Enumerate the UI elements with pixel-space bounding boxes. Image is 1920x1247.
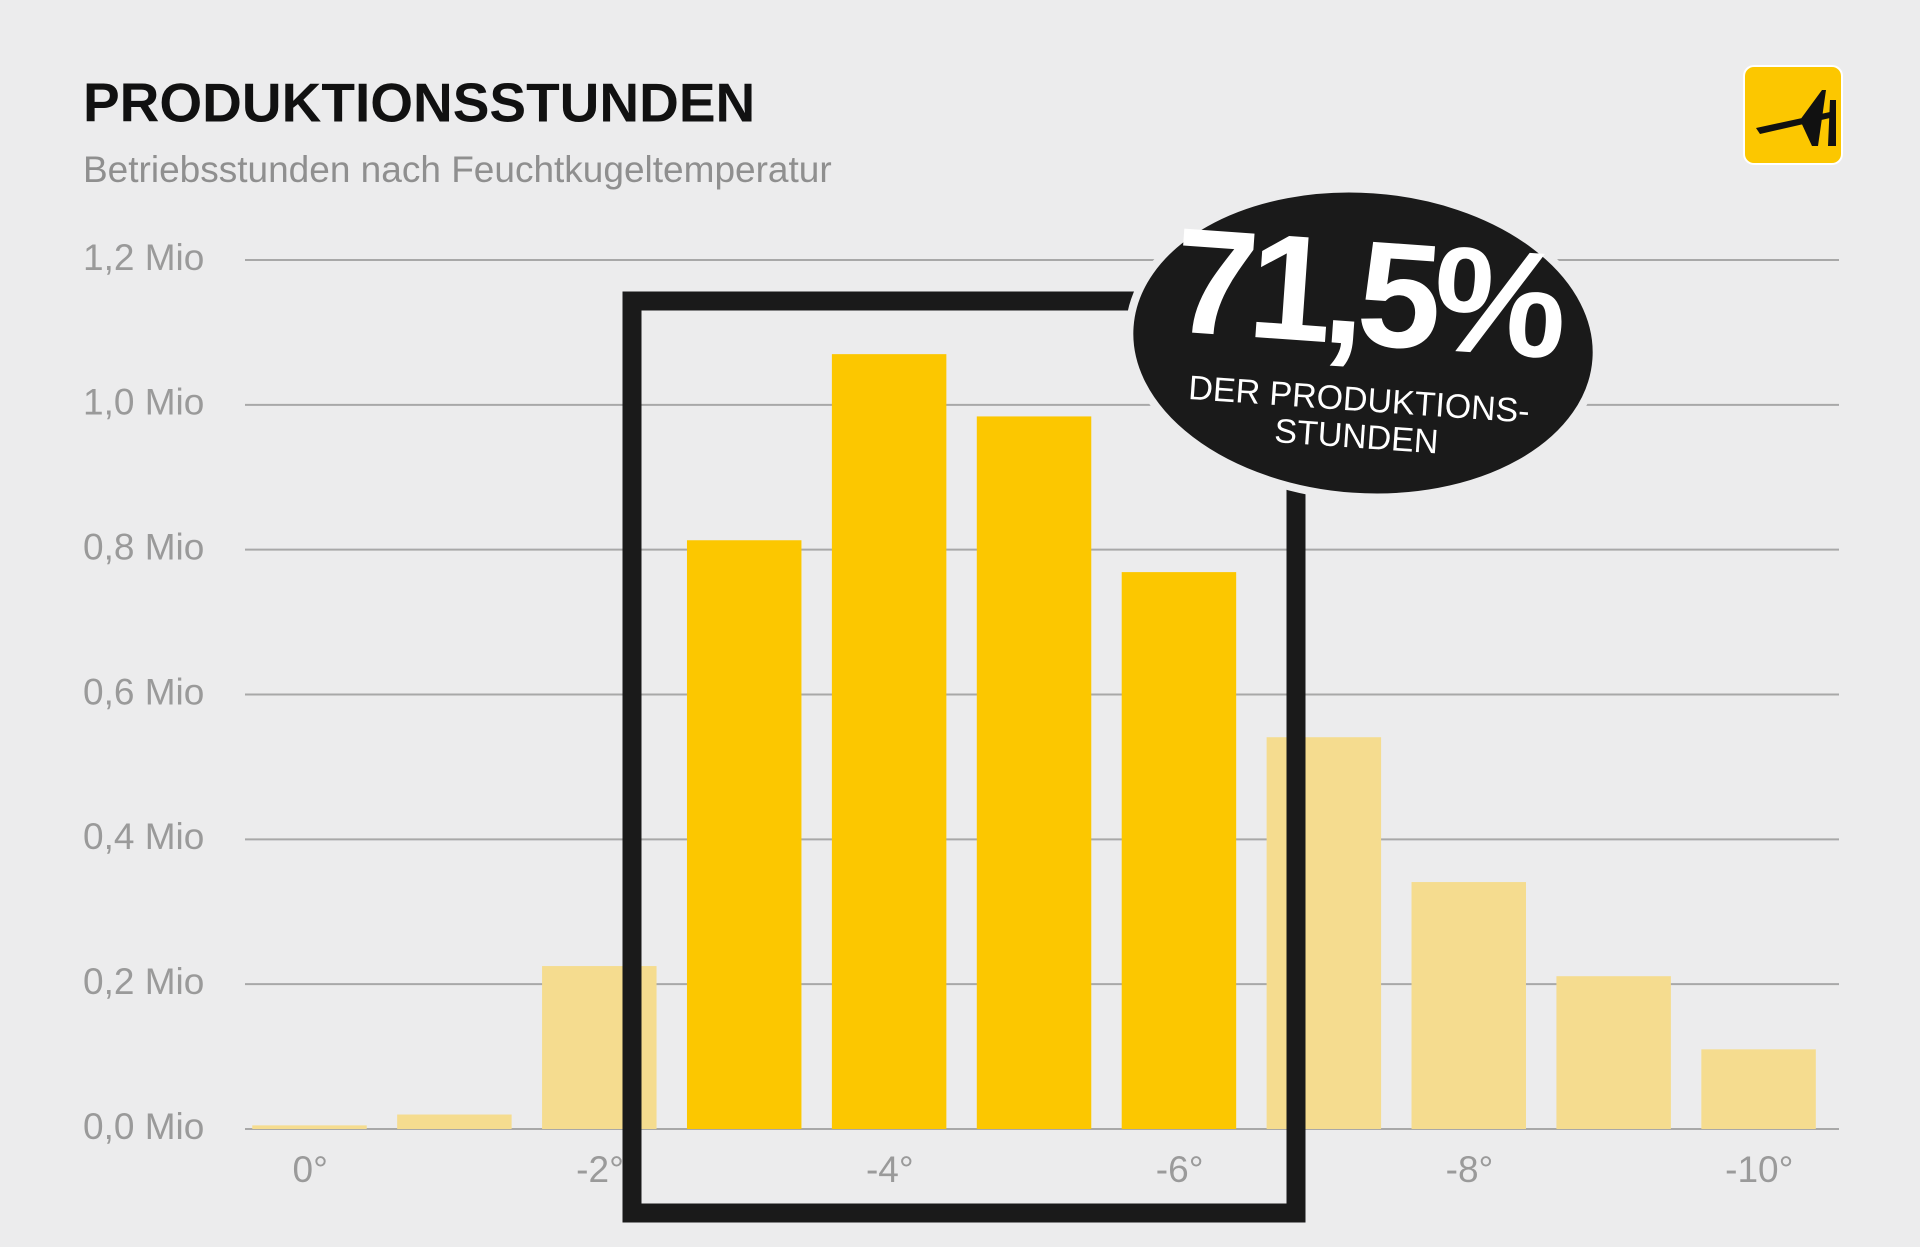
bar: [976, 416, 1092, 1129]
bar: [1701, 1049, 1816, 1129]
y-tick-label: 0,6 Mio: [83, 671, 204, 712]
chart-title: PRODUKTIONSSTUNDEN: [83, 72, 755, 134]
bar: [1411, 882, 1526, 1129]
bar: [831, 354, 947, 1129]
bar: [252, 1125, 367, 1129]
y-tick-label: 1,0 Mio: [83, 382, 204, 423]
bar: [686, 540, 802, 1129]
highlight-frame: [622, 291, 1306, 1223]
x-tick-label: -4°: [866, 1149, 914, 1190]
logo: [1743, 65, 1843, 165]
x-tick-label: -8°: [1446, 1149, 1494, 1190]
y-tick-label: 1,2 Mio: [83, 237, 204, 278]
chart-subtitle: Betriebsstunden nach Feuchtkugeltemperat…: [83, 149, 832, 190]
badge: [1125, 184, 1601, 502]
x-tick-label: -6°: [1156, 1149, 1204, 1190]
y-tick-label: 0,8 Mio: [83, 526, 204, 567]
y-tick-label: 0,0 Mio: [83, 1106, 204, 1147]
annotation-value: 71,5%: [1168, 196, 1569, 391]
bar: [1266, 737, 1382, 1129]
bar: [1556, 976, 1671, 1129]
x-tick-label: -2°: [576, 1149, 624, 1190]
x-tick-label: 0°: [293, 1149, 328, 1190]
x-tick-label: -10°: [1725, 1149, 1793, 1190]
bar: [1121, 572, 1237, 1129]
y-tick-label: 0,4 Mio: [83, 816, 204, 857]
y-tick-label: 0,2 Mio: [83, 961, 204, 1002]
bar: [397, 1114, 512, 1129]
